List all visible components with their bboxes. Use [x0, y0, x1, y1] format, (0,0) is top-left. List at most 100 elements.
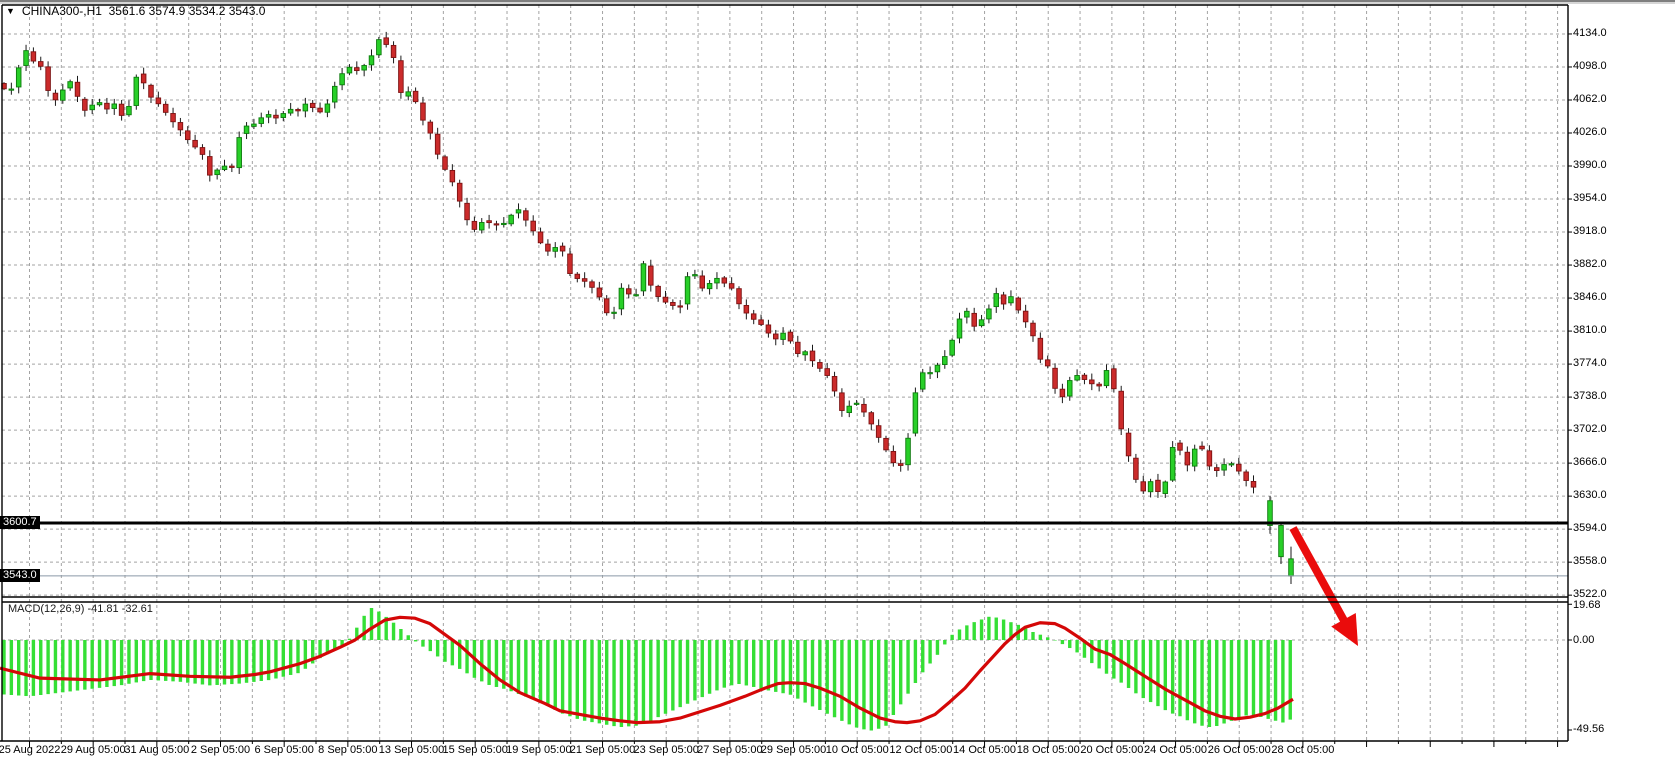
time-axis-label[interactable]: 26 Oct 05:00	[1207, 744, 1271, 756]
bear-candle	[199, 147, 206, 155]
time-axis-label[interactable]: 12 Oct 05:00	[889, 744, 953, 756]
trend-arrow-head[interactable]	[1331, 612, 1358, 646]
bear-candle	[317, 107, 323, 113]
price-axis-label: 3990.0	[1573, 159, 1607, 171]
bull-candle	[986, 308, 992, 320]
price-axis-label: 3882.0	[1573, 258, 1607, 271]
candlesticks[interactable]	[1, 37, 1294, 577]
price-axis-label: 3594.0	[1573, 522, 1607, 535]
bear-candle	[662, 296, 669, 303]
bull-candle	[376, 39, 382, 56]
bull-candle	[692, 274, 698, 277]
trend-arrow-shaft[interactable]	[1289, 526, 1350, 627]
bear-candle	[118, 103, 125, 116]
bull-candle	[552, 247, 559, 252]
macd-histogram[interactable]	[2, 607, 1292, 731]
time-axis-label[interactable]: 18 Oct 05:00	[1016, 744, 1080, 756]
bear-candle	[596, 287, 603, 298]
bear-candle	[581, 278, 588, 282]
bear-candle	[177, 122, 184, 131]
bull-candle	[508, 214, 514, 225]
price-axis-label: 3918.0	[1573, 225, 1607, 238]
bear-candle	[773, 333, 779, 340]
time-axis-label[interactable]: 24 Oct 05:00	[1144, 744, 1208, 756]
bear-candle	[537, 231, 544, 244]
time-axis-label[interactable]: 21 Sep 05:00	[569, 744, 636, 756]
bull-candle	[405, 91, 412, 97]
bull-candle	[8, 88, 15, 91]
chevron-down-icon[interactable]: ▼	[6, 6, 15, 16]
bear-candle	[82, 98, 88, 111]
time-axis-label[interactable]: 29 Sep 05:00	[760, 744, 827, 756]
bear-candle	[1059, 388, 1066, 398]
bull-candle	[501, 222, 507, 226]
time-axis-label[interactable]: 28 Oct 05:00	[1271, 744, 1335, 756]
bull-candle	[332, 85, 338, 103]
bull-candle	[853, 402, 860, 405]
time-axis-label[interactable]: 29 Aug 05:00	[60, 744, 126, 756]
bull-candle	[1008, 296, 1014, 304]
bull-candle	[927, 372, 933, 375]
time-axis-label[interactable]: 20 Oct 05:00	[1080, 744, 1144, 756]
bull-candle	[949, 339, 955, 356]
bear-candle	[229, 165, 235, 168]
bear-candle	[750, 313, 757, 320]
bear-candle	[30, 51, 37, 62]
price-axis-label: 3810.0	[1573, 324, 1607, 337]
bear-candle	[1044, 359, 1051, 367]
bull-candle	[780, 332, 786, 340]
bear-candle	[104, 102, 110, 110]
bear-candle	[427, 121, 434, 134]
bear-candle	[736, 288, 742, 305]
time-axis-label[interactable]: 31 Aug 05:00	[124, 744, 190, 756]
time-axis-label[interactable]: 8 Sep 05:00	[318, 744, 378, 756]
price-axis-label: 3630.0	[1573, 489, 1607, 502]
bear-candle	[45, 66, 51, 91]
bear-candle	[464, 202, 470, 221]
time-axis-label[interactable]: 6 Sep 05:00	[254, 744, 314, 756]
bear-candle	[817, 362, 823, 369]
time-axis-label[interactable]: 15 Sep 05:00	[442, 744, 508, 756]
time-axis-label[interactable]: 25 Aug 2022	[0, 744, 61, 756]
price-axis-label: 4062.0	[1573, 92, 1607, 105]
bull-candle	[67, 81, 73, 89]
bull-candle	[684, 276, 691, 305]
price-line-badge: 3600.7	[0, 516, 40, 529]
bull-candle	[846, 405, 853, 413]
bear-candle	[207, 156, 213, 176]
bull-candle	[1278, 525, 1284, 558]
panel-borders	[0, 4, 1569, 742]
time-axis-label[interactable]: 23 Sep 05:00	[633, 744, 699, 756]
bear-candle	[192, 139, 198, 148]
bear-candle	[824, 368, 830, 376]
bull-candle	[1191, 448, 1198, 467]
time-axis-label[interactable]: 19 Sep 05:00	[506, 744, 572, 756]
bear-candle	[74, 81, 81, 97]
time-axis-label[interactable]: 13 Sep 05:00	[378, 744, 445, 756]
macd-axis-label: 0.00	[1573, 633, 1595, 646]
bear-candle	[1089, 379, 1095, 385]
bull-candle	[934, 364, 941, 373]
time-axis-label[interactable]: 10 Oct 05:00	[825, 744, 889, 756]
bear-candle	[603, 298, 610, 314]
bear-candle	[861, 403, 867, 413]
price-axis-label: 4098.0	[1573, 59, 1607, 72]
macd-signal-line[interactable]	[0, 615, 1294, 725]
time-axis-label[interactable]: 27 Sep 05:00	[697, 744, 763, 756]
bull-candle	[280, 113, 287, 118]
price-axis-label: 3702.0	[1573, 423, 1607, 436]
price-axis-label: 3774.0	[1573, 357, 1607, 370]
bear-candle	[574, 273, 581, 279]
bear-candle	[184, 130, 191, 141]
bear-candle	[434, 133, 441, 155]
time-axis-label[interactable]: 14 Oct 05:00	[953, 744, 1017, 756]
bull-candle	[802, 351, 808, 356]
bear-candle	[1140, 481, 1146, 492]
time-axis-label[interactable]: 2 Sep 05:00	[190, 744, 251, 756]
bull-candle	[23, 50, 29, 66]
bear-candle	[809, 350, 816, 362]
bull-candle	[265, 114, 272, 118]
candle-wicks	[3, 31, 1292, 584]
bear-candle	[1199, 445, 1205, 450]
